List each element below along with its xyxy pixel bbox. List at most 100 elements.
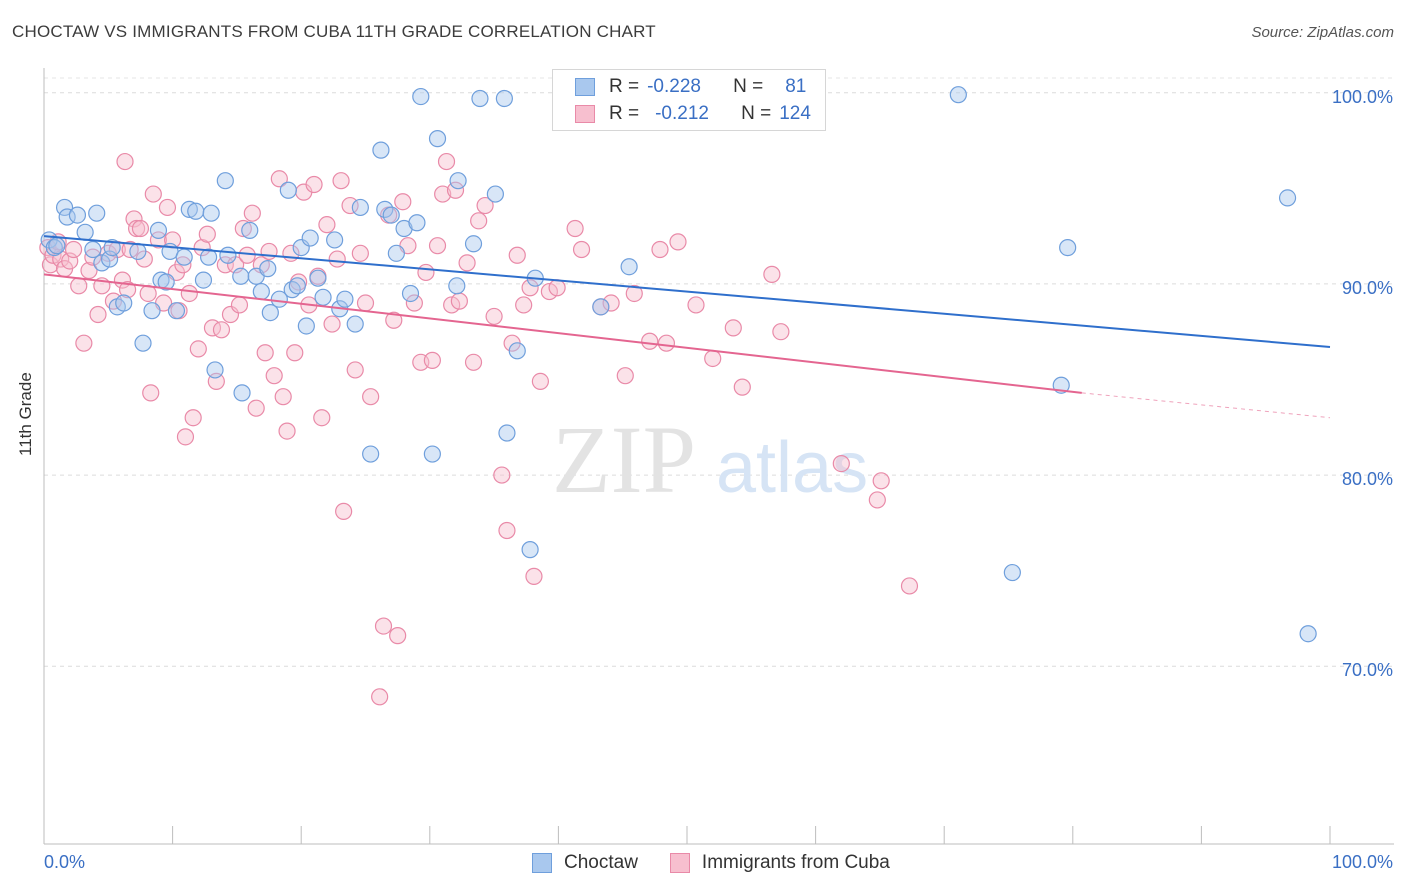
- data-point: [372, 141, 390, 159]
- data-point: [194, 271, 213, 289]
- data-point: [540, 282, 558, 301]
- data-point: [68, 206, 87, 224]
- data-point: [356, 294, 375, 312]
- legend-item-cuba[interactable]: Immigrants from Cuba: [669, 852, 890, 874]
- data-point: [157, 273, 175, 291]
- data-point: [88, 204, 106, 222]
- data-point: [724, 319, 742, 337]
- data-point: [423, 445, 441, 463]
- r-value: -0.228: [647, 76, 701, 97]
- data-point: [371, 688, 389, 706]
- watermark-atlas: atlas: [716, 428, 868, 508]
- data-point: [70, 277, 88, 295]
- data-point: [55, 198, 74, 217]
- data-point: [233, 384, 251, 402]
- data-point: [189, 340, 207, 358]
- data-point: [143, 302, 161, 320]
- data-point: [1299, 625, 1317, 643]
- data-point: [651, 240, 669, 259]
- data-point: [458, 254, 476, 272]
- legend-item-choctaw[interactable]: Choctaw: [532, 852, 638, 874]
- data-point: [495, 89, 513, 108]
- data-point: [602, 294, 620, 312]
- data-point: [351, 244, 369, 262]
- data-point: [448, 277, 466, 295]
- data-point: [129, 242, 147, 261]
- data-point: [216, 172, 234, 190]
- data-point: [125, 210, 143, 228]
- data-point: [641, 332, 659, 350]
- data-point: [376, 200, 394, 218]
- data-point: [260, 242, 278, 261]
- legend-label: Choctaw: [564, 852, 638, 873]
- data-point: [176, 428, 195, 446]
- data-point: [408, 214, 426, 232]
- data-point: [198, 225, 216, 243]
- data-point: [318, 216, 336, 234]
- data-point: [498, 424, 516, 442]
- data-point: [616, 367, 634, 385]
- data-point: [241, 221, 259, 239]
- data-point: [449, 172, 467, 190]
- data-point: [620, 258, 638, 276]
- data-point: [346, 361, 364, 379]
- data-point: [385, 311, 403, 329]
- data-point: [346, 315, 364, 333]
- data-point: [127, 219, 146, 238]
- data-point: [259, 260, 277, 278]
- data-point: [405, 294, 423, 312]
- data-point: [548, 279, 566, 297]
- data-point: [374, 617, 393, 635]
- legend-row-cuba: R = -0.212 N = 124: [575, 102, 811, 126]
- data-point: [270, 170, 288, 188]
- data-point: [187, 202, 205, 220]
- data-point: [443, 296, 461, 314]
- data-point: [149, 221, 168, 239]
- n-label: N =: [741, 103, 772, 124]
- cuba-swatch: [669, 853, 690, 873]
- data-point: [131, 219, 150, 238]
- data-point: [297, 317, 315, 335]
- y-axis-label: 11th Grade: [16, 372, 35, 456]
- data-point: [566, 219, 584, 238]
- n-value: 124: [779, 103, 811, 124]
- data-point: [134, 334, 152, 352]
- data-point: [434, 185, 452, 203]
- data-point: [657, 334, 676, 352]
- data-point: [625, 284, 643, 303]
- data-point: [115, 294, 133, 312]
- data-point: [704, 349, 722, 368]
- data-point: [48, 237, 66, 255]
- data-point: [75, 334, 93, 352]
- data-point: [247, 399, 265, 417]
- data-point: [592, 298, 610, 316]
- source-label: Source: ZipAtlas.com: [1251, 24, 1394, 41]
- data-point: [180, 200, 198, 218]
- y-tick-label: 70.0%: [1341, 660, 1393, 680]
- data-point: [428, 237, 447, 255]
- data-point: [219, 246, 237, 264]
- data-point: [531, 372, 549, 391]
- data-point: [326, 231, 344, 249]
- data-point: [270, 290, 288, 308]
- series-choctaw-points: [40, 86, 1317, 643]
- data-point: [149, 231, 168, 249]
- data-point: [212, 321, 231, 339]
- trend-lines: [43, 235, 1331, 419]
- r-label: R =: [609, 76, 640, 97]
- data-point: [485, 307, 503, 326]
- data-point: [351, 198, 369, 217]
- grid-lines: [44, 77, 1394, 667]
- data-point: [572, 240, 591, 259]
- data-point: [498, 521, 516, 540]
- data-point: [243, 204, 261, 222]
- data-point: [669, 233, 687, 251]
- data-point: [305, 175, 323, 194]
- data-point: [464, 235, 483, 253]
- data-point: [332, 172, 350, 190]
- data-point: [232, 267, 250, 285]
- trend-line-cuba-extension: [1081, 392, 1331, 419]
- y-tick-label: 90.0%: [1341, 278, 1393, 298]
- data-point: [412, 87, 430, 106]
